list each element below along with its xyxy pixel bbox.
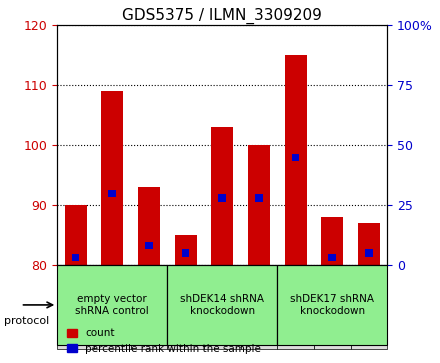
FancyBboxPatch shape [57,265,167,345]
Bar [255,194,263,201]
Bar [328,254,336,261]
Bar [72,254,79,261]
Bar [211,127,233,265]
FancyBboxPatch shape [351,265,387,349]
Bar [285,55,307,265]
Text: shDEK14 shRNA
knockodown: shDEK14 shRNA knockodown [180,294,264,316]
Bar [175,235,197,265]
FancyBboxPatch shape [277,265,314,349]
FancyBboxPatch shape [241,265,277,349]
Bar [358,223,380,265]
Bar [292,154,299,161]
Bar [65,205,87,265]
Legend: count, percentile rank within the sample: count, percentile rank within the sample [62,324,265,358]
Bar [182,249,189,257]
Bar [365,249,373,257]
Text: protocol: protocol [4,316,50,326]
Bar [145,242,153,249]
Bar [218,194,226,201]
FancyBboxPatch shape [167,265,277,345]
FancyBboxPatch shape [314,265,351,349]
FancyBboxPatch shape [94,265,131,349]
Bar [101,91,123,265]
Text: shDEK17 shRNA
knockodown: shDEK17 shRNA knockodown [290,294,374,316]
Title: GDS5375 / ILMN_3309209: GDS5375 / ILMN_3309209 [122,8,322,24]
Bar [138,187,160,265]
FancyBboxPatch shape [277,265,387,345]
Bar [108,189,116,197]
Bar [248,145,270,265]
FancyBboxPatch shape [204,265,241,349]
FancyBboxPatch shape [167,265,204,349]
Text: empty vector
shRNA control: empty vector shRNA control [75,294,149,316]
FancyBboxPatch shape [57,265,94,349]
Bar [321,217,343,265]
FancyBboxPatch shape [131,265,167,349]
